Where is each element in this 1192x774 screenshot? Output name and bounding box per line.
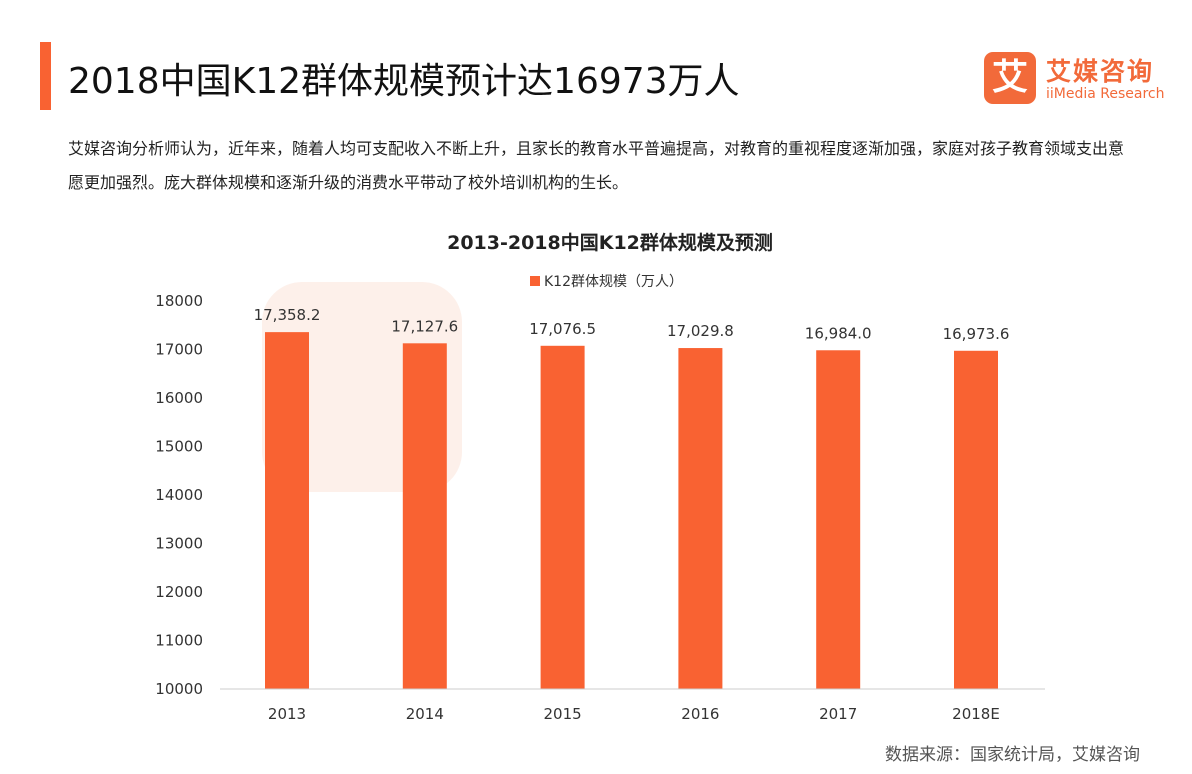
data-label: 17,358.2 [254, 306, 321, 324]
data-label: 17,076.5 [529, 320, 596, 338]
y-tick-label: 17000 [155, 341, 203, 359]
x-tick-label: 2015 [544, 705, 582, 723]
bar-2018E [954, 350, 998, 689]
x-tick-label: 2017 [819, 705, 857, 723]
y-tick-label: 16000 [155, 389, 203, 407]
description: 艾媒咨询分析师认为，近年来，随着人均可支配收入不断上升，且家长的教育水平普遍提高… [68, 139, 1125, 192]
data-label: 16,984.0 [805, 324, 872, 342]
y-tick-label: 12000 [155, 583, 203, 601]
legend-label: K12群体规模（万人） [544, 274, 683, 290]
data-label: 17,029.8 [667, 322, 734, 340]
y-tick-label: 15000 [155, 438, 203, 456]
data-label: 17,127.6 [391, 317, 458, 335]
y-tick-label: 18000 [155, 292, 203, 310]
x-tick-label: 2013 [268, 705, 306, 723]
title-accent-bar [40, 42, 51, 110]
y-tick-label: 10000 [155, 680, 203, 698]
y-tick-label: 11000 [155, 632, 203, 650]
page-title: 2018中国K12群体规模预计达16973万人 [68, 61, 740, 102]
bar-2013 [265, 332, 309, 689]
data-label: 16,973.6 [943, 325, 1010, 343]
x-tick-label: 2018E [952, 705, 1000, 723]
chart-title: 2013-2018中国K12群体规模及预测 [447, 231, 773, 254]
legend-swatch [530, 276, 540, 286]
y-tick-label: 14000 [155, 486, 203, 504]
bar-2015 [540, 345, 585, 689]
bar-2014 [402, 343, 447, 689]
logo-cn: 艾媒咨询 [1046, 57, 1155, 86]
logo-en: iiMedia Research [1046, 86, 1165, 102]
x-tick-label: 2014 [406, 705, 444, 723]
y-tick-label: 13000 [155, 535, 203, 553]
source-note: 数据来源：国家统计局，艾媒咨询 [885, 745, 1140, 765]
x-tick-label: 2016 [681, 705, 719, 723]
logo-mark-icon: 艾 [984, 52, 1036, 104]
brand-logo: 艾 艾媒咨询 iiMedia Research [984, 50, 1184, 110]
bar-2016 [678, 348, 723, 689]
bar-2017 [816, 350, 861, 689]
